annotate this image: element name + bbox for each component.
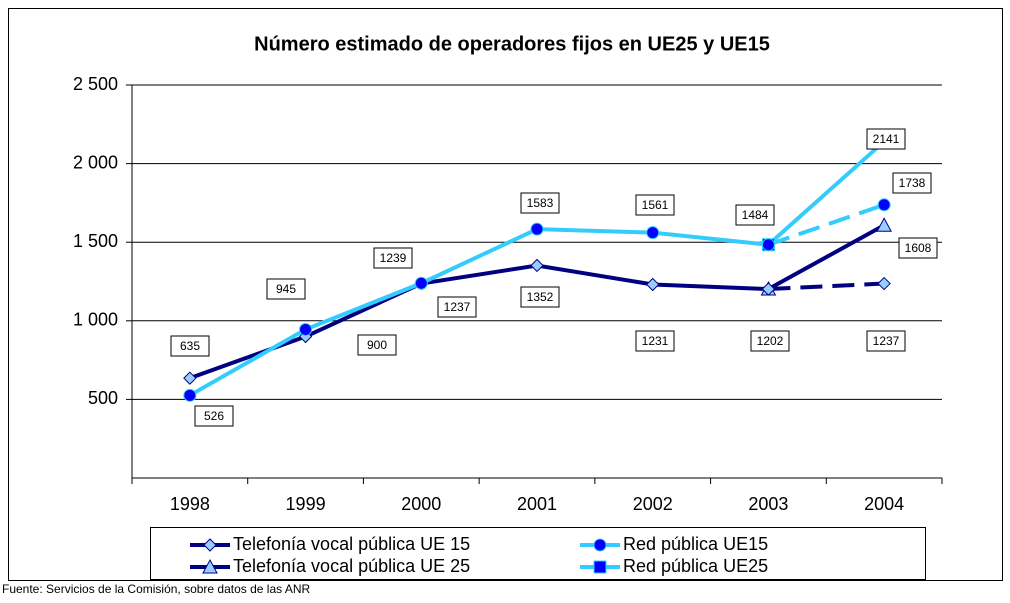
data-label: 1561 — [642, 198, 669, 212]
data-label: 1484 — [742, 208, 769, 222]
data-label-box — [170, 335, 210, 357]
legend-marker — [203, 538, 217, 552]
data-point — [414, 276, 428, 290]
data-point — [530, 258, 544, 273]
legend-label: Telefonía vocal pública UE 25 — [233, 556, 470, 576]
series-line — [188, 227, 769, 398]
x-tick-label: 2001 — [517, 494, 557, 514]
data-point — [761, 238, 775, 252]
legend-label: Red pública UE25 — [623, 556, 768, 576]
data-point — [299, 322, 313, 336]
data-point — [761, 282, 776, 296]
series-line-dashed — [767, 202, 885, 247]
series-line — [767, 139, 886, 247]
data-label: 1738 — [899, 176, 926, 190]
data-label-box — [735, 204, 775, 226]
data-point — [530, 222, 544, 236]
x-tick-label: 2002 — [633, 494, 673, 514]
x-tick-label: 2000 — [401, 494, 441, 514]
y-tick-label: 2 000 — [73, 152, 118, 172]
data-label-box — [266, 278, 306, 300]
source-note: Fuente: Servicios de la Comisión, sobre … — [2, 582, 310, 596]
data-label-box — [635, 330, 675, 352]
x-tick-label: 1998 — [170, 494, 210, 514]
data-label: 900 — [367, 338, 387, 352]
data-label: 635 — [180, 339, 200, 353]
legend-label: Telefonía vocal pública UE 15 — [233, 534, 470, 554]
series-line — [189, 263, 769, 381]
data-label-box — [635, 194, 675, 216]
x-tick-label: 2004 — [864, 494, 904, 514]
data-label-box — [866, 128, 906, 150]
data-label: 1237 — [873, 334, 900, 348]
chart-frame — [8, 8, 1003, 581]
chart-title: Número estimado de operadores fijos en U… — [254, 33, 770, 55]
data-label-box — [898, 237, 938, 259]
data-label: 1583 — [527, 196, 554, 210]
data-label: 1202 — [757, 334, 784, 348]
data-point — [877, 198, 891, 212]
data-point — [183, 388, 197, 402]
data-point — [646, 226, 660, 240]
data-label-box — [373, 247, 413, 269]
data-label: 1239 — [380, 251, 407, 265]
x-tick-label: 2003 — [748, 494, 788, 514]
data-label-box — [892, 172, 932, 194]
series-line — [767, 223, 886, 291]
legend-label: Red pública UE15 — [623, 534, 768, 554]
data-label: 1237 — [444, 300, 471, 314]
data-label-box — [520, 286, 560, 308]
data-label: 526 — [204, 409, 224, 423]
x-tick-label: 1999 — [286, 494, 326, 514]
data-label-box — [194, 405, 234, 427]
data-label: 1608 — [905, 241, 932, 255]
data-label-box — [357, 334, 397, 356]
data-label-box — [520, 192, 560, 214]
data-point — [876, 217, 892, 232]
series-line-dashed — [768, 281, 885, 292]
y-tick-label: 500 — [88, 388, 118, 408]
data-label-box — [750, 330, 790, 352]
legend-marker — [593, 538, 607, 552]
data-label-box — [866, 330, 906, 352]
data-label: 945 — [276, 282, 296, 296]
data-label-box — [437, 296, 477, 318]
data-label: 1231 — [642, 334, 669, 348]
y-tick-label: 1 000 — [73, 310, 118, 330]
data-point — [646, 277, 660, 292]
data-point — [183, 371, 197, 385]
y-tick-label: 2 500 — [73, 74, 118, 94]
data-label: 1352 — [527, 290, 554, 304]
y-tick-label: 1 500 — [73, 231, 118, 251]
data-label: 2141 — [873, 132, 900, 146]
legend-marker — [202, 558, 218, 574]
data-point — [877, 276, 891, 291]
legend-marker — [593, 560, 607, 574]
legend-box — [150, 527, 926, 580]
